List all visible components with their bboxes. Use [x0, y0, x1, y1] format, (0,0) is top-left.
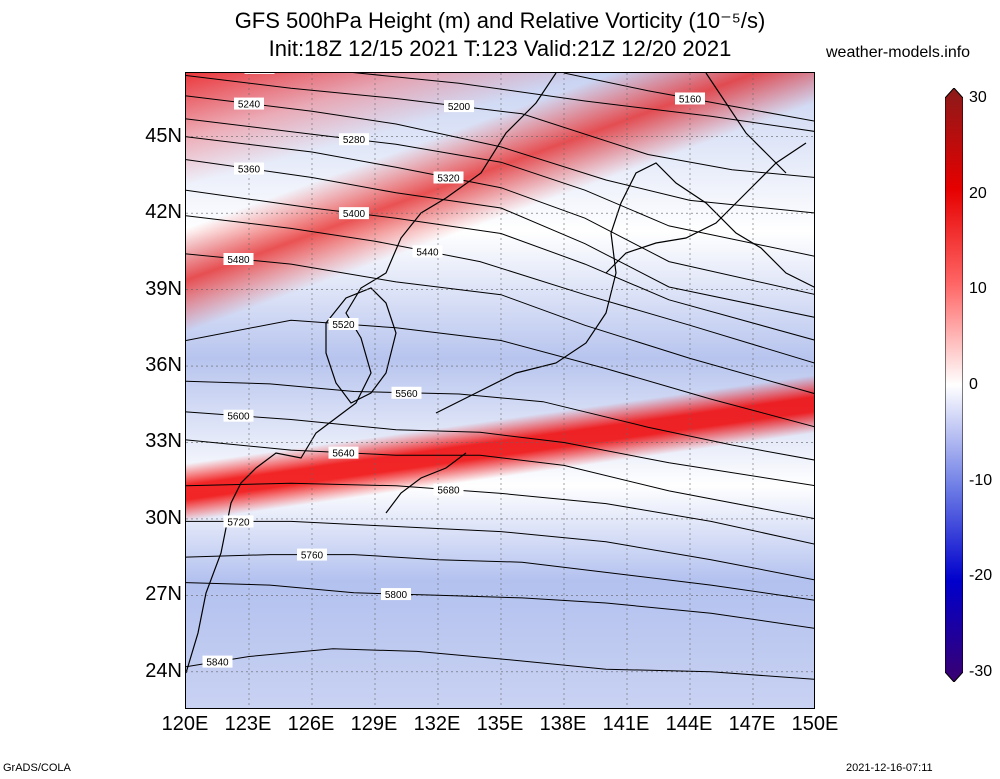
contour-label-box — [223, 515, 254, 528]
colorbar — [945, 88, 963, 682]
contour-labels: 5120 5160 5200 5240 5280 5320 5360 5400 5440 5480… — [202, 73, 705, 669]
software-credit: GrADS/COLA — [3, 762, 71, 774]
longitude-tick-label: 144E — [665, 713, 713, 735]
latitude-tick-label: 33N — [145, 430, 182, 453]
contour-label-box — [234, 97, 264, 110]
chart-title: GFS 500hPa Height (m) and Relative Vorti… — [234, 8, 766, 33]
contour-label-box — [433, 483, 464, 496]
colorbar-tick-label: -10 — [969, 471, 993, 489]
contour-label: 5760 — [301, 551, 324, 562]
contour-label-box — [328, 317, 359, 330]
latitude-tick-label: 36N — [145, 354, 182, 377]
height-contours — [186, 73, 814, 680]
height-contour-5480 — [186, 253, 814, 394]
contour-label-box — [391, 386, 422, 399]
contour-label: 5160 — [679, 94, 702, 105]
contour-label: 5720 — [227, 517, 250, 528]
contour-label-box — [223, 253, 254, 266]
longitude-tick-label: 150E — [791, 713, 839, 735]
colorbar-tick-label: -30 — [969, 663, 993, 680]
contour-label: 5400 — [343, 209, 366, 220]
height-contour-layer: 5120 5160 5200 5240 5280 5320 5360 5400 5440 5480… — [186, 73, 814, 708]
height-contour-5800 — [186, 582, 814, 629]
contour-label-box — [202, 655, 233, 668]
height-contour-5680 — [186, 482, 814, 545]
contour-label-box — [433, 171, 464, 184]
contour-label: 5120 — [248, 73, 271, 75]
longitude-tick-label: 132E — [413, 713, 461, 735]
contour-label: 5200 — [448, 102, 471, 113]
latitude-tick-label: 24N — [145, 659, 182, 682]
contour-label-box — [339, 133, 369, 146]
latitude-tick-label: 30N — [145, 506, 182, 529]
contour-label: 5360 — [238, 165, 261, 176]
contour-label-box — [244, 73, 275, 74]
latitude-tick-label: 45N — [145, 124, 182, 147]
height-contour-5400 — [186, 189, 814, 341]
longitude-tick-label: 120E — [161, 713, 209, 735]
contour-label: 5480 — [227, 255, 250, 266]
longitude-tick-label: 141E — [602, 713, 650, 735]
height-contour-5320 — [186, 136, 814, 295]
contour-label-box — [675, 92, 705, 105]
height-contour-5840 — [186, 648, 814, 680]
colorbar-tick-label: 20 — [969, 184, 987, 202]
longitude-tick-label: 123E — [224, 713, 272, 735]
height-contour-5640 — [186, 439, 814, 520]
contour-label-box — [412, 245, 443, 258]
contour-label-box — [381, 588, 411, 601]
lat-lon-grid — [186, 73, 814, 708]
site-name: weather-models.info — [826, 44, 971, 61]
height-contour-5240 — [186, 95, 814, 214]
height-contour-5120 — [352, 73, 814, 132]
height-contour-5560 — [186, 380, 814, 461]
height-contour-5760 — [186, 554, 814, 601]
height-contour-5600 — [186, 411, 814, 486]
contour-label: 5640 — [332, 449, 355, 460]
contour-label-box — [234, 162, 264, 175]
contour-label: 5840 — [206, 658, 229, 669]
latitude-tick-label: 27N — [145, 583, 182, 606]
contour-label: 5520 — [332, 320, 355, 331]
longitude-tick-label: 147E — [728, 713, 776, 735]
contour-label: 5240 — [238, 100, 261, 111]
contour-label: 5280 — [343, 135, 366, 146]
height-contour-5360 — [186, 159, 814, 318]
colorbar-tick-label: 10 — [969, 280, 987, 298]
height-contour-5720 — [186, 520, 814, 581]
contour-label: 5560 — [395, 389, 418, 400]
contour-label-box — [339, 207, 369, 220]
generated-timestamp: 2021-12-16-07:11 — [846, 762, 933, 774]
contour-label-box — [328, 446, 359, 459]
longitude-tick-label: 129E — [350, 713, 398, 735]
contour-label: 5800 — [385, 590, 408, 601]
height-contour-5280 — [186, 118, 814, 257]
coastline — [186, 73, 814, 674]
colorbar-tick-label: 0 — [969, 376, 978, 393]
longitude-tick-label: 138E — [539, 713, 587, 735]
height-contour-5520 — [186, 319, 814, 428]
longitude-tick-label: 126E — [287, 713, 335, 735]
height-contour-5440 — [186, 215, 814, 364]
latitude-tick-label: 39N — [145, 277, 182, 300]
longitude-tick-label: 135E — [476, 713, 524, 735]
latitude-tick-label: 42N — [145, 201, 182, 224]
contour-label-box — [297, 548, 327, 561]
chart-subtitle: Init:18Z 12/15 2021 T:123 Valid:21Z 12/2… — [268, 36, 732, 61]
height-contour-5200 — [186, 75, 814, 178]
vorticity-map: 5120 5160 5200 5240 5280 5320 5360 5400 5440 5480… — [185, 72, 815, 709]
contour-label: 5320 — [437, 173, 460, 184]
contour-label-box — [223, 409, 254, 422]
contour-label-box — [444, 100, 474, 113]
colorbar-tick-label: 30 — [969, 89, 987, 106]
contour-label: 5600 — [227, 412, 250, 423]
colorbar-tick-label: -20 — [969, 567, 993, 585]
contour-label: 5440 — [416, 247, 439, 258]
contour-label: 5680 — [437, 486, 460, 497]
